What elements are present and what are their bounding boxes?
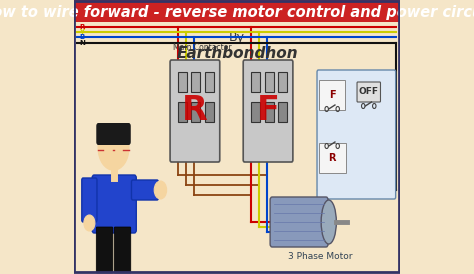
Bar (205, 102, 214, 122)
Bar (205, 72, 214, 92)
FancyBboxPatch shape (131, 180, 158, 200)
FancyBboxPatch shape (114, 227, 131, 273)
Text: R: R (328, 153, 336, 163)
FancyBboxPatch shape (357, 82, 381, 102)
Text: R: R (182, 95, 208, 127)
Text: B: B (79, 34, 84, 40)
Text: F: F (256, 95, 280, 127)
FancyBboxPatch shape (270, 197, 328, 247)
Circle shape (98, 126, 129, 170)
Bar (178, 102, 187, 122)
Ellipse shape (321, 200, 337, 244)
FancyBboxPatch shape (243, 60, 293, 162)
Bar (191, 102, 201, 122)
Text: How to wire forward - reverse motor control and power circuit: How to wire forward - reverse motor cont… (0, 4, 474, 19)
FancyBboxPatch shape (170, 60, 220, 162)
FancyBboxPatch shape (317, 70, 396, 199)
Bar (278, 102, 287, 122)
Bar (264, 102, 273, 122)
Text: Main Contactor: Main Contactor (173, 43, 231, 52)
FancyBboxPatch shape (96, 227, 113, 273)
Text: N: N (79, 40, 85, 46)
Text: OFF: OFF (359, 87, 379, 96)
Circle shape (84, 215, 95, 231)
FancyBboxPatch shape (92, 175, 137, 233)
Text: By: By (229, 32, 245, 44)
Text: 3 Phase Motor: 3 Phase Motor (288, 252, 353, 261)
Bar (264, 72, 273, 92)
Text: Earthbondhon: Earthbondhon (176, 47, 298, 61)
Circle shape (154, 181, 167, 199)
Text: R: R (79, 24, 84, 30)
Bar (191, 72, 201, 92)
Text: Y: Y (79, 29, 84, 35)
Bar (251, 72, 260, 92)
Bar (73, 0, 401, 22)
Bar (251, 102, 260, 122)
Text: F: F (329, 90, 336, 100)
Bar (278, 72, 287, 92)
FancyBboxPatch shape (96, 123, 131, 145)
Bar (178, 72, 187, 92)
FancyBboxPatch shape (82, 178, 97, 222)
